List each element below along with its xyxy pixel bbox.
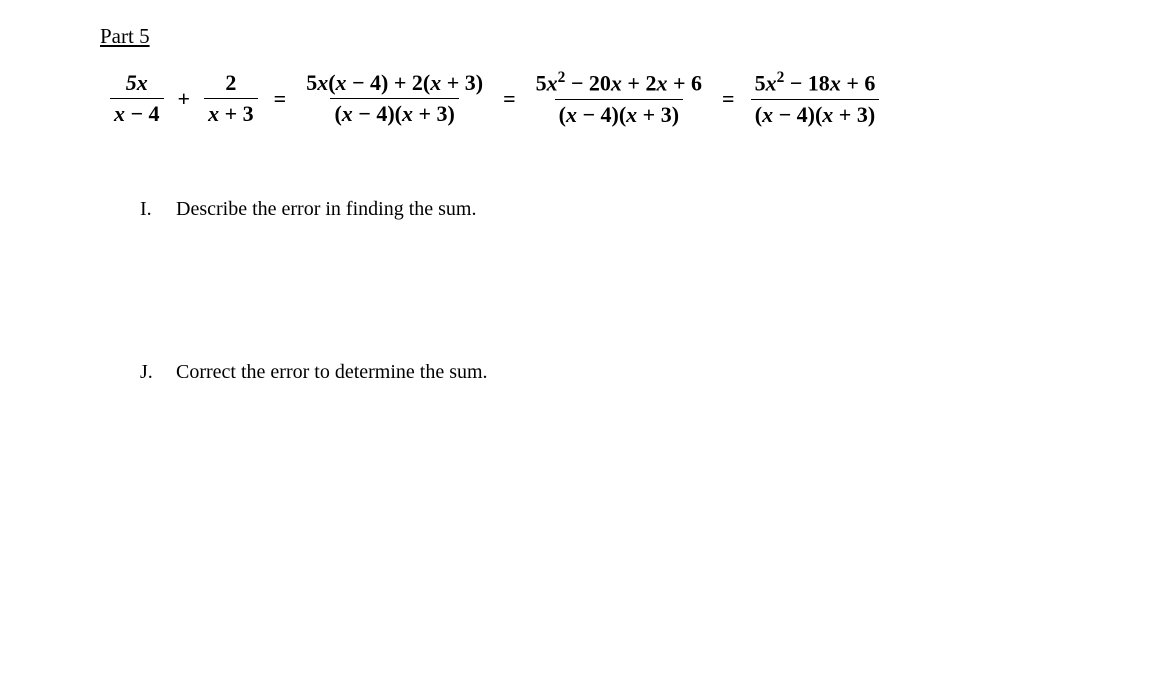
fraction-2: 2 x + 3 (204, 70, 258, 128)
fraction-3: 5x(x − 4) + 2(x + 3) (x − 4)(x + 3) (302, 70, 487, 128)
denominator-3: (x − 4)(x + 3) (330, 98, 458, 127)
question-text-j: Correct the error to determine the sum. (176, 361, 488, 384)
numerator-5: 5x2 − 18x + 6 (751, 69, 880, 99)
denominator-2: x + 3 (204, 98, 258, 127)
fraction-5: 5x2 − 18x + 6 (x − 4)(x + 3) (751, 69, 880, 128)
question-j: J. Correct the error to determine the su… (140, 361, 1058, 384)
denominator-1: x − 4 (110, 98, 164, 127)
question-label-j: J. (140, 361, 160, 384)
denominator-4: (x − 4)(x + 3) (555, 99, 683, 128)
denominator-5: (x − 4)(x + 3) (751, 99, 879, 128)
numerator-4: 5x2 − 20x + 2x + 6 (532, 69, 706, 99)
question-i: I. Describe the error in finding the sum… (140, 198, 1058, 221)
numerator-2: 2 (221, 70, 240, 98)
questions-list: I. Describe the error in finding the sum… (100, 198, 1058, 384)
part-heading: Part 5 (100, 24, 1058, 49)
numerator-1: 5x (122, 70, 152, 98)
question-label-i: I. (140, 198, 160, 221)
question-text-i: Describe the error in finding the sum. (176, 198, 476, 221)
equation-row: 5x x − 4 + 2 x + 3 = 5x(x − 4) + 2(x + 3… (100, 69, 1058, 128)
fraction-1: 5x x − 4 (110, 70, 164, 128)
equals-3: = (716, 86, 741, 112)
numerator-3: 5x(x − 4) + 2(x + 3) (302, 70, 487, 98)
fraction-4: 5x2 − 20x + 2x + 6 (x − 4)(x + 3) (532, 69, 706, 128)
equals-2: = (497, 86, 522, 112)
plus-operator: + (174, 86, 195, 112)
equals-1: = (268, 86, 293, 112)
